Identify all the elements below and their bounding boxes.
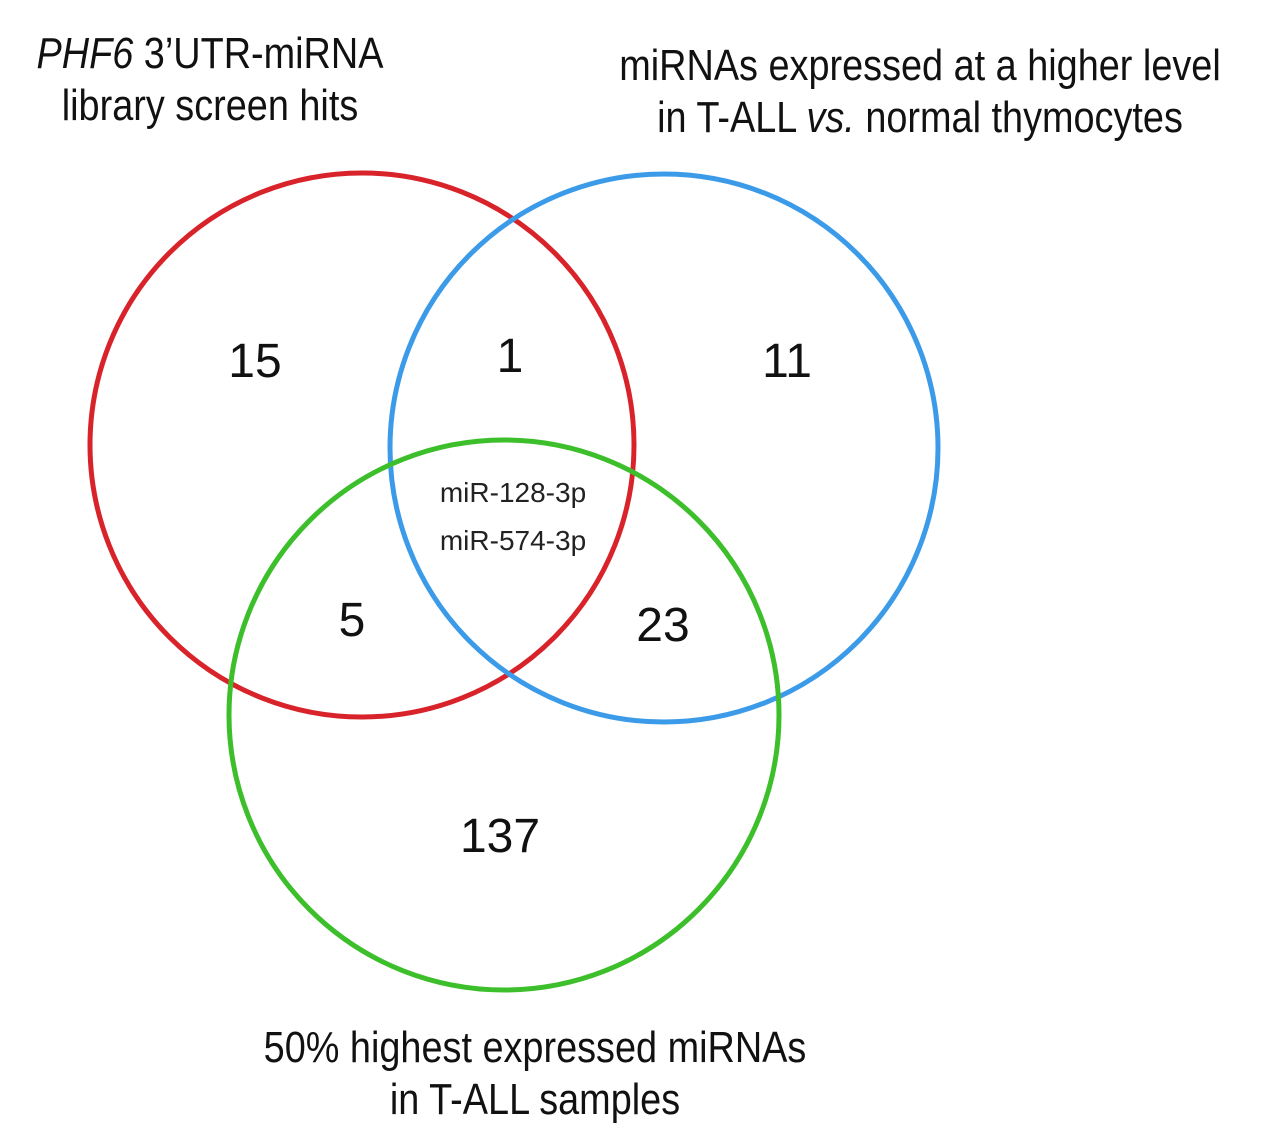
circle-highest-expressed (226, 437, 782, 993)
set-label-line: in T-ALL samples (389, 1075, 681, 1124)
gene-name: PHF6 (36, 29, 134, 78)
label-italic: vs. (806, 93, 855, 142)
mirna-abc-1: miR-128-3p (440, 477, 586, 508)
set-label-phf6-screen-hits: PHF6 3’UTR-miRNA library screen hits (21, 28, 399, 132)
set-label-higher-in-tall: miRNAs expressed at a higher level in T-… (576, 40, 1264, 144)
mirna-abc-2: miR-574-3p (440, 525, 586, 556)
set-label-line: library screen hits (61, 81, 359, 130)
circle-higher-in-tall (387, 171, 941, 725)
set-label-highest-expressed: 50% highest expressed miRNAs in T-ALL sa… (204, 1022, 866, 1126)
label-text: normal thymocytes (854, 93, 1183, 142)
set-label-line: in T-ALL vs. normal thymocytes (576, 92, 1264, 144)
count-a-only: 15 (228, 335, 281, 388)
set-label-line: PHF6 3’UTR-miRNA (21, 28, 399, 80)
count-b-only: 11 (762, 335, 812, 388)
circle-phf6-screen-hits (87, 170, 637, 720)
count-ab-only: 1 (497, 330, 524, 383)
count-bc-only: 23 (636, 599, 689, 652)
count-ac-only: 5 (339, 594, 366, 647)
count-c-only: 137 (460, 810, 540, 863)
label-text: in T-ALL (657, 93, 807, 142)
set-label-line: miRNAs expressed at a higher level (619, 41, 1221, 90)
label-text: 3’UTR-miRNA (133, 29, 384, 78)
set-label-line: 50% highest expressed miRNAs (263, 1023, 807, 1072)
